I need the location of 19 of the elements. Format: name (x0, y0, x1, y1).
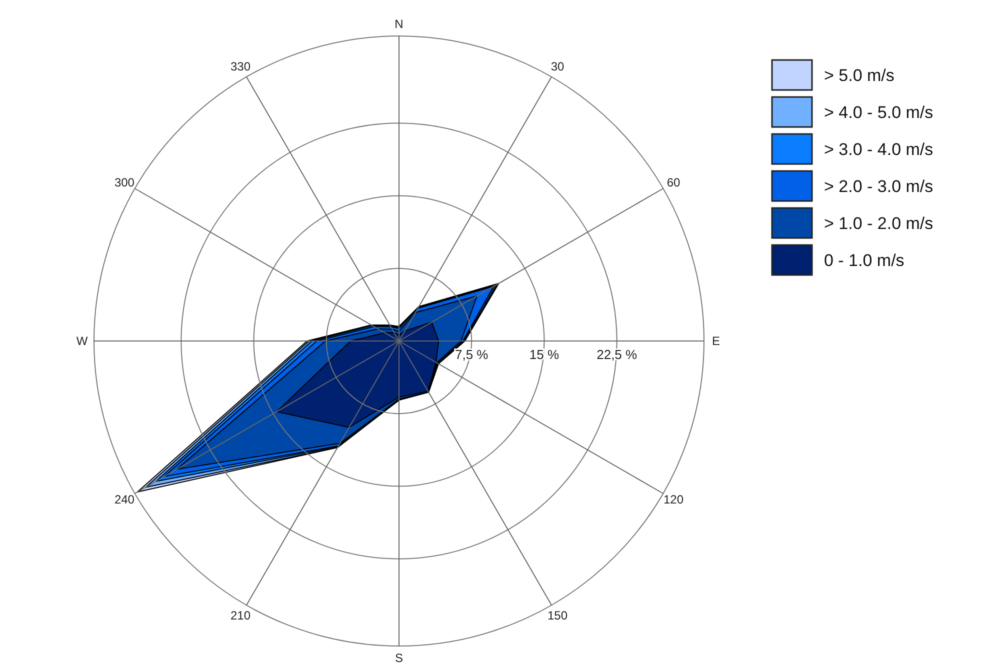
spoke-label: S (394, 651, 404, 665)
legend-label: > 1.0 - 2.0 m/s (824, 214, 934, 233)
y-tick-label: 15 % (529, 347, 560, 362)
spoke-label: N (394, 17, 404, 31)
legend-label: > 5.0 m/s (824, 66, 894, 85)
legend-label: > 4.0 - 5.0 m/s (824, 103, 934, 122)
legend-label: > 3.0 - 4.0 m/s (824, 140, 934, 159)
spoke-label: 330 (230, 59, 251, 74)
spoke-label: 150 (547, 608, 568, 623)
spoke-label: 240 (114, 492, 135, 506)
spoke-label: 120 (664, 492, 684, 506)
spoke-label: 300 (114, 176, 135, 190)
spoke-label: 60 (666, 176, 681, 190)
spoke-label: W (76, 334, 88, 348)
spoke-label: E (712, 334, 720, 348)
spoke-label: 30 (550, 59, 564, 74)
spoke-label: 210 (230, 608, 251, 623)
legend-label: > 2.0 - 3.0 m/s (824, 177, 934, 196)
legend-label: 0 - 1.0 m/s (824, 251, 904, 270)
